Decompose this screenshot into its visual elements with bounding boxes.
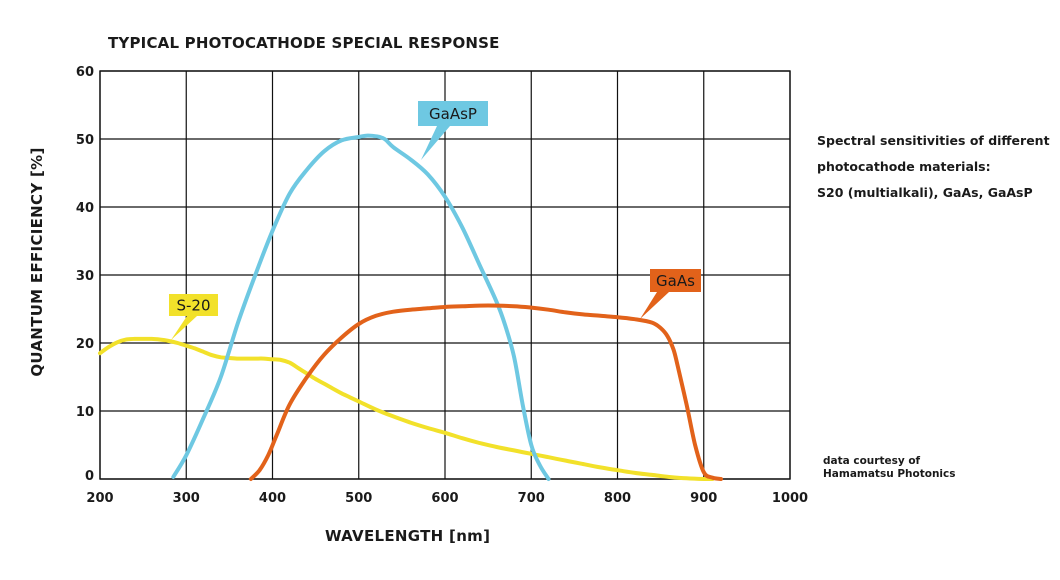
plot-frame	[99, 70, 791, 480]
x-axis-label: WAVELENGTH [nm]	[325, 527, 491, 545]
caption-line: Spectral sensitivities of different	[817, 133, 1050, 148]
y-tick-label: 0	[85, 469, 94, 484]
callout-label: GaAs	[656, 272, 695, 290]
y-tick-label: 60	[76, 65, 94, 80]
x-tick-label: 600	[431, 491, 458, 506]
callout-box	[169, 294, 218, 316]
callout-pointer	[171, 316, 197, 340]
callout-box	[650, 269, 701, 292]
x-tick-label: 400	[259, 491, 286, 506]
y-tick-label: 30	[76, 269, 94, 284]
y-tick-label: 50	[76, 133, 94, 148]
series-lines	[98, 133, 723, 482]
y-tick-label: 10	[76, 405, 94, 420]
callout-s-20: S-20	[169, 294, 218, 340]
series-line-gaas	[248, 303, 723, 481]
series-line-gaasp	[171, 133, 551, 481]
series-line-s-20	[98, 336, 715, 482]
credit-line: data courtesy of	[823, 455, 921, 467]
callout-pointer	[421, 126, 450, 160]
x-tick-label: 200	[86, 491, 113, 506]
callout-pointer	[640, 292, 669, 319]
x-tick-label: 700	[518, 491, 545, 506]
callout-gaas: GaAs	[640, 269, 701, 319]
x-tick-label: 900	[690, 491, 717, 506]
y-tick-label: 20	[76, 337, 94, 352]
x-tick-label: 1000	[772, 491, 808, 506]
caption-line: photocathode materials:	[817, 159, 991, 174]
callout-label: GaAsP	[429, 105, 477, 123]
data-credit: data courtesy of Hamamatsu Photonics	[823, 455, 956, 481]
x-tick-label: 300	[173, 491, 200, 506]
callout-gaasp: GaAsP	[418, 101, 488, 160]
callout-box	[418, 101, 488, 126]
callout-label: S-20	[176, 297, 210, 315]
y-axis-label: QUANTUM EFFICIENCY [%]	[28, 147, 46, 377]
y-tick-label: 40	[76, 201, 94, 216]
caption-text: Spectral sensitivities of different phot…	[817, 128, 1050, 206]
x-tick-label: 500	[345, 491, 372, 506]
credit-line: Hamamatsu Photonics	[823, 468, 956, 480]
caption-line: S20 (multialkali), GaAs, GaAsP	[817, 185, 1033, 200]
x-tick-label: 800	[604, 491, 631, 506]
chart-title: TYPICAL PHOTOCATHODE SPECIAL RESPONSE	[108, 34, 500, 52]
